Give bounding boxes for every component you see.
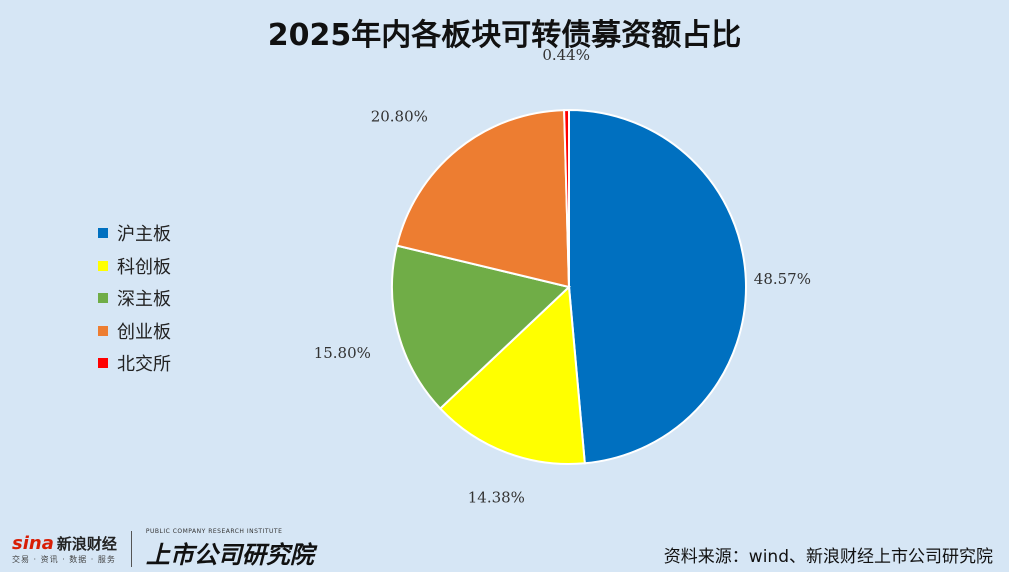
logo-divider [130,531,132,567]
legend-label: 创业板 [117,321,171,343]
institute-name: 上市公司研究院 [145,541,314,569]
legend-swatch [98,228,108,239]
legend-label: 深主板 [117,289,171,311]
footer-logos: sina 新浪财经 交易 · 资讯 · 数据 · 服务 PUBLIC COMPAN… [12,528,314,570]
legend-swatch [98,358,108,369]
brand-tagline: 交易 · 资讯 · 数据 · 服务 [12,555,116,564]
pie-slice-1 [438,284,586,465]
pie-slice-3 [395,109,571,289]
legend-item: 沪主板 [98,217,171,250]
source-note: 资料来源：wind、新浪财经上市公司研究院 [663,547,993,567]
data-label-2: 15.80% [314,344,371,362]
data-label-4: 0.44% [542,46,590,64]
pie-slice-0 [568,108,747,465]
legend-item: 北交所 [98,347,171,380]
legend-swatch [98,293,108,304]
sina-logo: sina 新浪财经 交易 · 资讯 · 数据 · 服务 [12,533,117,565]
legend-swatch [98,325,108,336]
legend-swatch [98,260,108,271]
data-label-1: 14.38% [468,489,525,507]
legend-label: 北交所 [117,354,171,376]
sina-mark-icon: sina [12,533,54,554]
legend: 沪主板科创板深主板创业板北交所 [98,217,171,380]
legend-item: 深主板 [98,282,171,315]
chart-title: 2025年内各板块可转债募资额占比 [267,18,742,53]
data-label-3: 20.80% [371,108,428,126]
pie-slice-4 [563,108,570,288]
legend-label: 沪主板 [117,224,171,246]
data-label-0: 48.57% [754,270,811,288]
brand-name: 新浪财经 [56,535,117,553]
legend-item: 科创板 [98,250,171,283]
legend-item: 创业板 [98,315,171,348]
legend-label: 科创板 [117,256,171,278]
pie-slice-2 [391,244,572,410]
institute-english: PUBLIC COMPANY RESEARCH INSTITUTE [145,528,283,535]
institute-logo: PUBLIC COMPANY RESEARCH INSTITUTE 上市公司研究… [146,528,314,570]
